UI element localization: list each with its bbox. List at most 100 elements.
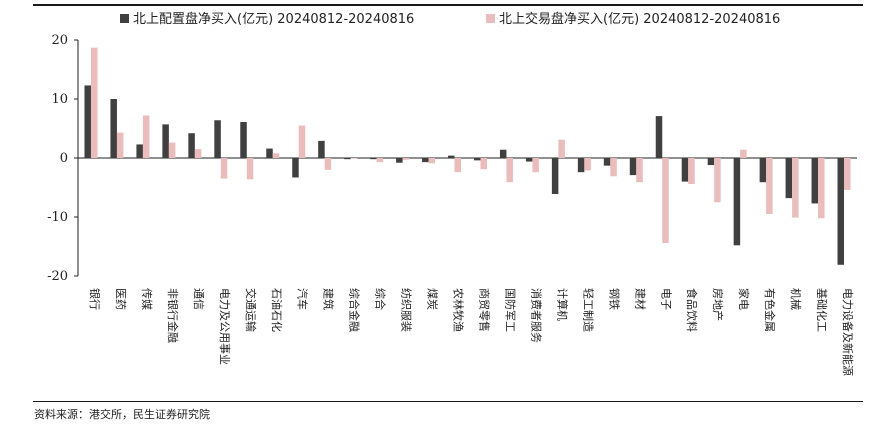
x-category-label-2: 传媒 (140, 288, 153, 310)
x-category-label-14: 农林牧渔 (452, 288, 466, 332)
bar-series2-18 (558, 139, 565, 158)
bar-series2-15 (480, 158, 487, 170)
bar-series1-22 (655, 116, 663, 158)
x-category-label-23: 食品饮料 (685, 288, 699, 332)
bar-series1-8 (292, 158, 299, 178)
x-category-label-7: 石油石化 (270, 288, 284, 332)
bar-series2-29 (844, 158, 851, 190)
bar-series1-12 (396, 158, 403, 163)
x-category-label-9: 建筑 (322, 288, 336, 310)
bar-series1-24 (707, 158, 715, 166)
bar-series1-23 (681, 158, 689, 182)
bar-series1-28 (811, 158, 819, 204)
bar-series2-2 (142, 115, 150, 158)
bar-series1-11 (370, 158, 377, 160)
bar-series1-1 (110, 99, 117, 158)
bar-series2-16 (506, 158, 513, 183)
x-category-label-28: 基础化工 (815, 288, 829, 332)
source-note: 资料来源：港交所，民生证券研究院 (34, 408, 210, 421)
legend-label-2: 北上交易盘净买入(亿元) 20240812-20240816 (499, 11, 780, 27)
y-tick-label-0: 20 (51, 33, 68, 48)
bar-series2-6 (246, 158, 254, 180)
bar-series1-27 (785, 158, 793, 199)
bar-series1-16 (499, 149, 507, 158)
legend-swatch-2 (486, 14, 495, 23)
bar-series2-7 (272, 153, 280, 158)
bar-series1-20 (603, 158, 611, 166)
legend-swatch-1 (120, 14, 129, 23)
bar-series2-24 (714, 158, 721, 203)
bar-series1-21 (629, 158, 637, 176)
bar-series1-19 (577, 158, 585, 173)
bar-series2-26 (766, 158, 773, 215)
legend-label-1: 北上配置盘净买入(亿元) 20240812-20240816 (133, 11, 414, 27)
x-category-label-24: 房地产 (711, 288, 725, 321)
x-category-label-11: 综合 (374, 288, 388, 310)
x-category-label-0: 银行 (88, 288, 102, 310)
bar-series2-14 (454, 158, 462, 173)
x-category-label-5: 电力及公用事业 (218, 288, 231, 365)
bar-series1-3 (162, 124, 169, 158)
bar-series1-7 (266, 148, 273, 158)
bar-series2-28 (818, 158, 825, 219)
x-category-label-17: 消费者服务 (529, 288, 543, 343)
x-category-label-8: 汽车 (296, 288, 310, 310)
x-category-label-1: 医药 (114, 288, 127, 310)
y-tick-label-4: -20 (47, 269, 68, 284)
bar-series1-4 (188, 133, 195, 158)
bar-series1-25 (733, 158, 741, 246)
bar-series2-11 (376, 158, 384, 163)
top-rule (33, 4, 863, 6)
bar-series2-22 (662, 158, 669, 243)
y-tick-label-2: 0 (60, 151, 68, 166)
bar-series2-13 (428, 158, 436, 164)
x-category-label-27: 机械 (789, 288, 803, 310)
x-category-label-19: 轻工制造 (581, 288, 595, 332)
bar-series2-0 (90, 47, 98, 158)
x-category-label-18: 计算机 (555, 288, 569, 321)
bar-series1-6 (240, 122, 247, 158)
bar-series2-3 (168, 142, 176, 158)
bar-series2-19 (584, 158, 591, 171)
x-category-label-4: 通信 (192, 288, 205, 310)
bar-series2-8 (298, 125, 306, 158)
bottom-rule (33, 401, 863, 402)
x-category-label-20: 钢铁 (607, 288, 620, 310)
bar-series2-10 (350, 158, 358, 159)
bar-series2-20 (610, 158, 617, 177)
x-category-label-13: 煤炭 (426, 288, 439, 310)
bar-series1-15 (473, 158, 481, 161)
bar-series2-27 (792, 158, 799, 218)
x-category-label-16: 国防军工 (503, 288, 517, 332)
bar-series1-18 (551, 158, 559, 194)
bar-series2-4 (194, 149, 202, 158)
y-tick-label-3: -10 (47, 210, 68, 225)
x-category-label-21: 建材 (633, 288, 647, 310)
bar-series2-21 (636, 158, 643, 183)
bar-series1-0 (84, 85, 91, 158)
x-category-label-12: 纺织服装 (400, 288, 414, 332)
bar-series2-9 (324, 158, 332, 170)
bar-series1-9 (318, 140, 325, 158)
bar-series1-29 (837, 158, 845, 265)
y-tick-label-1: 10 (51, 92, 68, 107)
bar-series2-12 (402, 158, 410, 160)
x-category-label-26: 有色金属 (763, 288, 777, 332)
bar-series2-25 (740, 149, 747, 158)
x-category-label-29: 电力设备及新能源 (841, 288, 855, 376)
x-category-label-25: 家电 (737, 288, 751, 310)
bar-series2-17 (532, 158, 539, 173)
bar-series1-5 (214, 120, 221, 158)
bar-series2-1 (116, 132, 124, 158)
net-buy-bar-chart: 20 10 0 -10 -20 银行 医药 传媒 非银行金融 通信 电力及公用事业 交通运输 石油石化汽… (47, 11, 857, 376)
bar-series1-13 (422, 158, 429, 163)
bar-series2-5 (220, 158, 228, 179)
x-category-label-15: 商贸零售 (477, 288, 491, 332)
x-category-label-10: 综合金融 (348, 288, 362, 332)
bar-series1-17 (525, 158, 533, 162)
bar-series1-26 (759, 158, 767, 183)
x-category-label-22: 电子 (659, 288, 672, 310)
bar-series2-23 (688, 158, 695, 184)
x-category-label-3: 非银行金融 (166, 288, 180, 343)
